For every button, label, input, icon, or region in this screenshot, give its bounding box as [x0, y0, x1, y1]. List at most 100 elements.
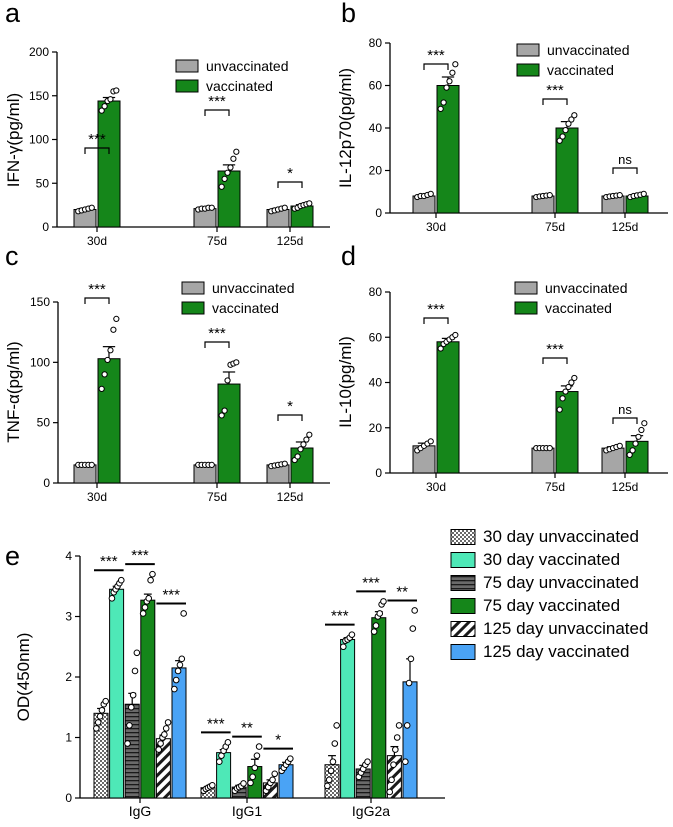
data-point: [253, 752, 261, 759]
data-point: [176, 661, 184, 669]
data-point: [546, 445, 553, 452]
data-point: [141, 604, 149, 611]
legend-swatch: [514, 281, 538, 295]
data-point: [161, 731, 168, 738]
bar-a-1-0: [97, 100, 121, 228]
y-tick-label: 3: [65, 610, 72, 624]
significance-label: ns: [618, 402, 632, 417]
data-point: [215, 758, 223, 766]
data-point: [98, 706, 106, 714]
significance-bracket: [612, 417, 638, 424]
legend-swatch: [516, 63, 540, 77]
data-point: [325, 776, 333, 784]
data-point: [164, 719, 172, 726]
data-point: [247, 779, 254, 787]
data-point: [452, 61, 459, 68]
significance-label: ***: [208, 93, 226, 110]
data-point: [641, 420, 648, 427]
significance-label: ***: [207, 715, 225, 732]
data-point: [108, 595, 116, 602]
data-point: [208, 204, 215, 211]
bar-e-1-2: [340, 638, 356, 799]
panel-c: c TNF-α(pg/ml) 0 50 100 150 30d *** 75d *** 125d * u…: [4, 241, 330, 504]
data-point: [629, 447, 636, 454]
y-tick-label: 0: [375, 206, 382, 220]
significance-bracket: [423, 317, 449, 324]
bar-e-5-2: [402, 681, 418, 799]
data-point: [104, 356, 111, 364]
data-point: [390, 761, 397, 769]
data-point: [562, 127, 569, 134]
significance-bracket: [277, 181, 303, 188]
significance-bracket: [277, 414, 303, 421]
data-point: [101, 103, 108, 110]
x-tick-label: 125d: [612, 480, 639, 494]
x-tick-label: IgG: [129, 803, 152, 819]
data-point: [427, 438, 434, 445]
legend-label: 125 day vaccinated: [483, 642, 630, 661]
bar-d-0-1: [531, 447, 555, 474]
significance-bracket: [204, 341, 230, 348]
data-point: [287, 755, 294, 762]
bar-b-1-0: [436, 85, 460, 214]
data-point: [407, 655, 415, 663]
panel-letter: e: [5, 541, 20, 571]
data-point: [180, 610, 187, 617]
significance-label: ***: [546, 341, 564, 358]
data-point: [113, 87, 120, 94]
legend-label: 30 day vaccinated: [483, 550, 620, 569]
data-point: [403, 722, 411, 729]
significance-bracket: [423, 63, 449, 70]
data-point: [107, 347, 114, 354]
legend-label: 30 day unvaccinated: [483, 527, 639, 546]
significance-bracket: [542, 98, 568, 105]
legend-swatch: [450, 552, 476, 568]
y-tick-label: 1: [65, 731, 72, 745]
data-point: [171, 685, 178, 693]
data-point: [348, 631, 356, 638]
y-tick-label: 60: [369, 79, 383, 93]
legend-c: unvaccinated vaccinated: [181, 280, 295, 316]
data-point: [638, 426, 645, 434]
legend-label: 125 day unvaccinated: [483, 619, 648, 638]
data-point: [127, 703, 135, 711]
data-point: [88, 204, 95, 211]
data-point: [568, 379, 575, 386]
significance-label: ***: [546, 82, 564, 99]
data-point: [446, 78, 453, 85]
panel-b: b IL-12p70(pg/ml) 0 20 40 60 80 30d *** 75d *** 125…: [336, 0, 668, 234]
x-tick-label: 30d: [426, 220, 446, 234]
legend-d: unvaccinated vaccinated: [514, 280, 628, 316]
data-point: [626, 451, 633, 458]
data-point: [131, 667, 139, 675]
data-point: [331, 740, 339, 747]
legend-swatch: [516, 43, 540, 57]
data-point: [209, 781, 216, 789]
y-tick-label: 40: [369, 121, 383, 135]
data-point: [224, 377, 231, 384]
data-point: [616, 192, 623, 199]
data-point: [372, 622, 380, 629]
bar-e-2-0: [124, 703, 140, 799]
data-point: [218, 183, 225, 190]
y-tick-label: 0: [42, 220, 49, 234]
legend-swatch: [175, 79, 199, 93]
data-point: [405, 679, 413, 687]
panel-letter: b: [341, 0, 356, 28]
legend-swatch: [450, 644, 476, 660]
significance-label: ***: [331, 608, 349, 625]
data-point: [556, 406, 563, 413]
data-point: [93, 725, 100, 732]
data-point: [230, 155, 237, 162]
y-tick-label: 2: [65, 670, 72, 684]
data-point: [640, 190, 647, 197]
data-point: [303, 436, 310, 443]
y-tick-label: 0: [375, 466, 382, 480]
data-point: [208, 461, 215, 468]
data-point: [411, 607, 418, 614]
data-point: [221, 175, 228, 182]
y-tick-label: 50: [37, 416, 51, 430]
y-tick-label: 20: [369, 164, 383, 178]
legend-swatch: [450, 598, 476, 614]
